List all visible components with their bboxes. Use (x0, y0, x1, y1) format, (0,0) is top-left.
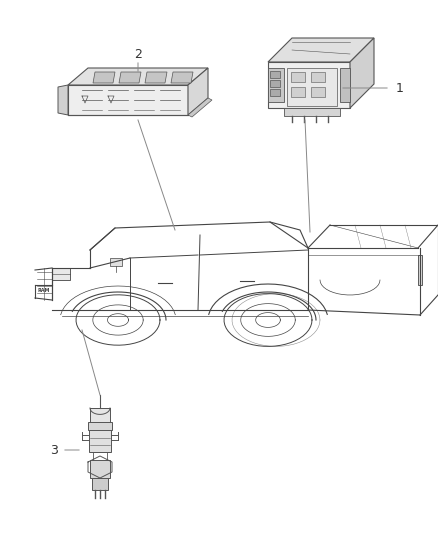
Polygon shape (171, 72, 193, 83)
Polygon shape (68, 68, 208, 85)
Polygon shape (188, 68, 208, 115)
Bar (90, 408, 110, 422)
Bar (287, 68, 337, 106)
Text: 3: 3 (50, 443, 58, 456)
Polygon shape (268, 62, 350, 108)
Polygon shape (350, 38, 374, 108)
Bar (90, 460, 110, 478)
Polygon shape (68, 85, 188, 115)
Polygon shape (52, 268, 70, 280)
Bar (311, 72, 325, 82)
Polygon shape (340, 68, 350, 102)
Polygon shape (93, 72, 115, 83)
Text: 2: 2 (134, 47, 142, 61)
Bar (291, 72, 305, 82)
Bar (270, 71, 280, 78)
Bar (270, 89, 280, 96)
Polygon shape (119, 72, 141, 83)
Polygon shape (284, 108, 340, 116)
Bar (88, 422, 112, 430)
Polygon shape (268, 68, 284, 102)
Polygon shape (268, 38, 374, 62)
Bar (418, 255, 422, 285)
Text: RAM: RAM (38, 287, 50, 293)
Bar (291, 87, 305, 97)
Bar (270, 80, 280, 87)
Bar (89, 430, 111, 452)
Bar (92, 478, 108, 490)
Polygon shape (188, 98, 212, 117)
Text: 1: 1 (396, 82, 404, 94)
Polygon shape (110, 258, 122, 266)
Polygon shape (145, 72, 167, 83)
Bar (311, 87, 325, 97)
Polygon shape (58, 85, 68, 115)
